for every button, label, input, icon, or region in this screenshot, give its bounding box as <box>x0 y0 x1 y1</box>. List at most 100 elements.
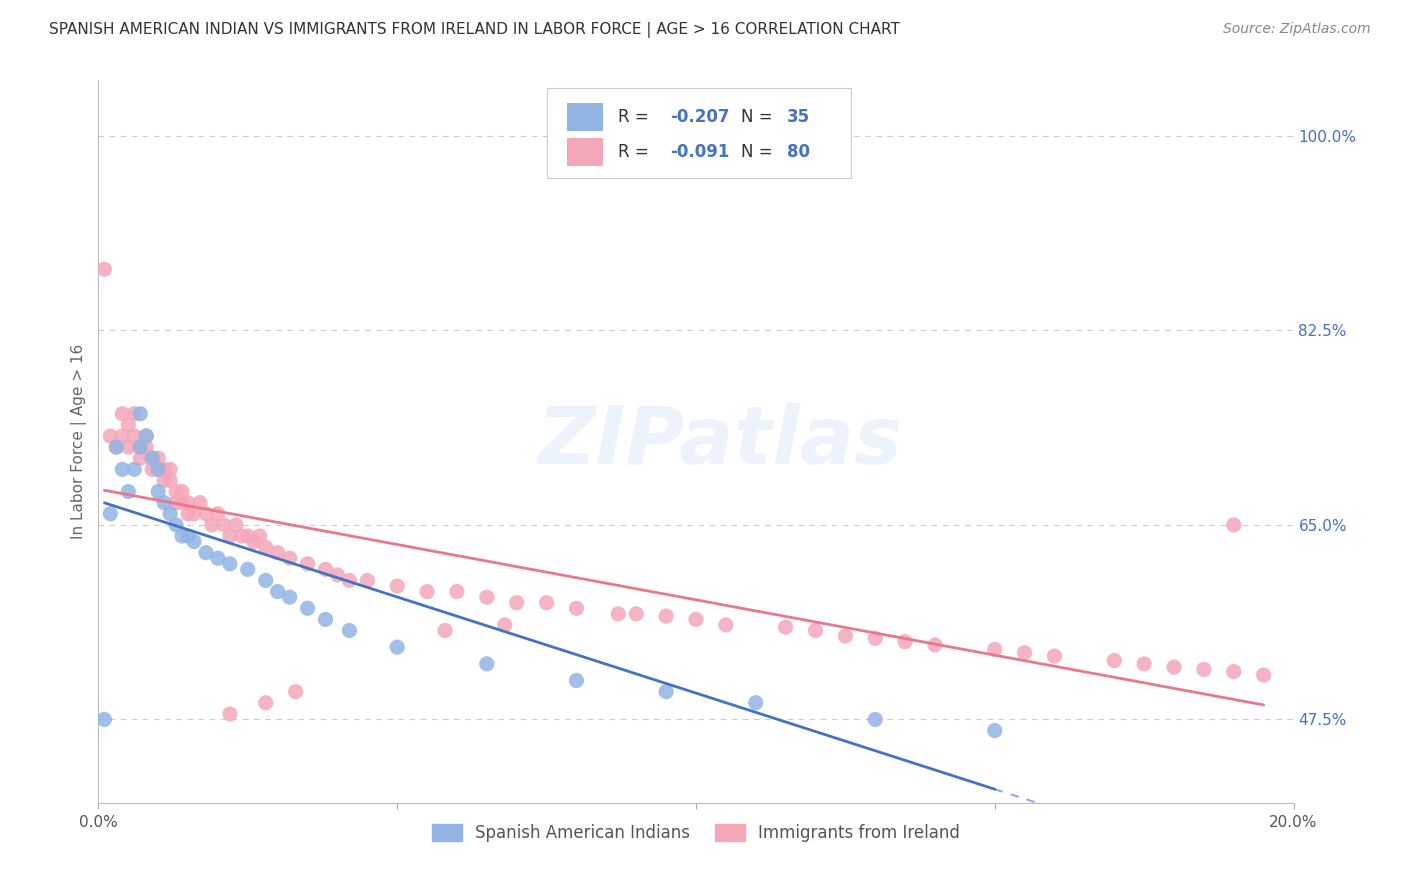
Point <box>141 451 163 466</box>
Point <box>148 462 170 476</box>
Point <box>219 706 242 721</box>
Point <box>177 496 200 510</box>
Point <box>326 568 349 582</box>
Point <box>219 529 242 543</box>
Point <box>129 440 152 454</box>
Point <box>172 529 194 543</box>
Text: 80: 80 <box>787 143 810 161</box>
Point <box>1014 646 1036 660</box>
Text: N =: N = <box>741 108 779 126</box>
Text: ZIPatlas: ZIPatlas <box>537 402 903 481</box>
Point <box>655 609 678 624</box>
Point <box>183 534 205 549</box>
Legend: Spanish American Indians, Immigrants from Ireland: Spanish American Indians, Immigrants fro… <box>425 817 967 848</box>
Point <box>1043 649 1066 664</box>
Point <box>385 640 409 655</box>
Point <box>105 440 128 454</box>
Point <box>135 429 157 443</box>
Point <box>278 590 301 604</box>
Point <box>278 551 301 566</box>
Bar <box>567 138 603 166</box>
Point <box>475 657 498 671</box>
FancyBboxPatch shape <box>547 87 852 178</box>
Point <box>141 462 163 476</box>
Point <box>135 440 157 454</box>
Point <box>267 546 290 560</box>
Point <box>339 574 361 588</box>
Point <box>924 638 946 652</box>
Point <box>159 507 181 521</box>
Point <box>626 607 648 621</box>
Point <box>565 601 588 615</box>
Point <box>93 713 115 727</box>
Point <box>98 507 122 521</box>
Point <box>254 574 277 588</box>
Point <box>475 590 498 604</box>
Point <box>984 642 1007 657</box>
Point <box>212 517 235 532</box>
Point <box>111 429 134 443</box>
Text: Source: ZipAtlas.com: Source: ZipAtlas.com <box>1223 22 1371 37</box>
Point <box>236 562 259 576</box>
Point <box>141 451 163 466</box>
Point <box>153 496 176 510</box>
Point <box>284 684 307 698</box>
Text: N =: N = <box>741 143 779 161</box>
Point <box>207 551 229 566</box>
Point <box>297 557 319 571</box>
Point <box>267 584 290 599</box>
Point <box>159 474 181 488</box>
Point <box>135 429 157 443</box>
Point <box>714 618 737 632</box>
Point <box>745 696 768 710</box>
Point <box>565 673 588 688</box>
Point <box>434 624 457 638</box>
Point <box>315 562 337 576</box>
Point <box>124 407 146 421</box>
Y-axis label: In Labor Force | Age > 16: In Labor Force | Age > 16 <box>72 344 87 539</box>
Text: -0.091: -0.091 <box>669 143 730 161</box>
Point <box>148 451 170 466</box>
Point <box>254 540 277 554</box>
Text: 35: 35 <box>787 108 810 126</box>
Point <box>225 517 247 532</box>
Point <box>231 529 253 543</box>
Point <box>385 579 409 593</box>
Point <box>607 607 630 621</box>
Point <box>655 684 678 698</box>
Point <box>129 451 152 466</box>
Point <box>117 484 139 499</box>
Point <box>195 507 218 521</box>
Point <box>105 440 128 454</box>
Point <box>834 629 856 643</box>
Point <box>894 634 917 648</box>
Point <box>804 624 827 638</box>
Point <box>315 612 337 626</box>
Point <box>165 484 187 499</box>
Point <box>1223 517 1246 532</box>
Point <box>1163 660 1185 674</box>
Text: -0.207: -0.207 <box>669 108 730 126</box>
Point <box>153 462 176 476</box>
Point <box>1133 657 1156 671</box>
Point <box>356 574 378 588</box>
Point <box>416 584 439 599</box>
Point <box>1104 653 1126 667</box>
Point <box>172 484 194 499</box>
Point <box>111 462 134 476</box>
Text: R =: R = <box>619 108 654 126</box>
Point <box>243 534 266 549</box>
Point <box>339 624 361 638</box>
Point <box>165 517 187 532</box>
Point <box>775 620 797 634</box>
Point <box>1192 662 1215 676</box>
Point <box>124 429 146 443</box>
Point <box>536 596 558 610</box>
Point <box>188 496 211 510</box>
Point <box>207 507 229 521</box>
Point <box>159 462 181 476</box>
Point <box>506 596 529 610</box>
Point <box>165 496 187 510</box>
Point <box>249 529 271 543</box>
Point <box>236 529 259 543</box>
